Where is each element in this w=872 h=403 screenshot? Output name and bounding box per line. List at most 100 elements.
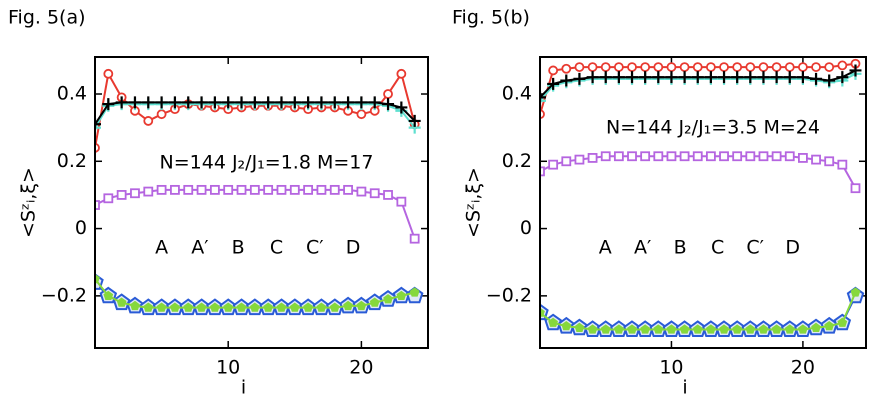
marker: [627, 151, 637, 162]
marker: [303, 184, 314, 195]
marker: [850, 183, 861, 194]
marker: [262, 96, 275, 109]
y-tick-label: −0.2: [41, 284, 87, 306]
marker: [356, 109, 367, 120]
marker: [758, 324, 769, 334]
marker: [678, 71, 691, 84]
marker: [547, 77, 560, 90]
y-tick-label: 0: [75, 217, 87, 239]
marker: [130, 188, 140, 199]
marker: [691, 71, 704, 84]
marker: [102, 98, 115, 111]
x-axis-label: i: [682, 377, 687, 399]
marker: [586, 71, 599, 84]
marker: [130, 300, 140, 311]
marker: [798, 62, 808, 72]
marker: [95, 273, 100, 284]
x-tick-label: 10: [659, 357, 683, 379]
marker: [823, 74, 836, 87]
marker: [653, 324, 664, 334]
marker: [811, 154, 821, 165]
marker: [540, 166, 545, 177]
marker: [666, 62, 677, 72]
marker: [368, 96, 381, 109]
marker: [732, 62, 743, 72]
marker: [342, 96, 355, 109]
marker: [613, 62, 624, 72]
marker: [798, 324, 808, 334]
legend-entry: A: [599, 237, 612, 259]
marker: [235, 96, 248, 109]
marker: [143, 116, 154, 126]
marker: [143, 186, 154, 197]
marker: [143, 302, 154, 312]
marker: [409, 287, 420, 297]
marker: [836, 71, 849, 84]
marker: [692, 62, 703, 72]
y-tick-label: −0.2: [486, 284, 532, 306]
marker: [560, 74, 573, 87]
marker: [540, 94, 546, 107]
marker: [548, 159, 559, 170]
marker: [732, 151, 743, 162]
marker: [784, 324, 795, 334]
y-tick-label: 0.4: [502, 83, 532, 105]
marker: [849, 64, 862, 77]
marker: [837, 159, 848, 170]
marker: [210, 302, 220, 312]
marker: [652, 71, 665, 84]
y-tick-label: 0.2: [57, 150, 87, 172]
marker: [771, 151, 782, 162]
marker: [692, 324, 703, 334]
marker: [640, 62, 651, 72]
marker: [784, 62, 795, 72]
marker: [275, 96, 288, 109]
marker: [640, 324, 650, 334]
plot-frame: [94, 56, 429, 349]
marker: [250, 302, 260, 312]
plot-area: [540, 58, 865, 337]
marker: [770, 71, 783, 84]
marker: [343, 184, 353, 195]
marker: [116, 297, 127, 307]
marker: [343, 300, 353, 311]
marker: [640, 151, 651, 162]
marker: [329, 184, 340, 195]
annotation: N=144 J₂/J₁=3.5 M=24: [606, 117, 820, 139]
marker: [396, 68, 407, 79]
legend-entry: B: [674, 237, 687, 259]
marker: [170, 302, 180, 312]
marker: [95, 200, 100, 210]
legend-entry: C′: [746, 237, 764, 259]
legend-entry: A′: [634, 237, 651, 259]
marker: [587, 324, 598, 334]
marker: [128, 96, 141, 109]
marker: [758, 62, 769, 72]
marker: [369, 188, 380, 199]
marker: [155, 96, 168, 109]
marker: [745, 62, 756, 72]
marker: [396, 196, 407, 207]
marker: [561, 320, 572, 331]
marker: [196, 302, 207, 312]
marker: [409, 233, 420, 244]
marker: [758, 151, 769, 162]
marker: [208, 96, 221, 109]
y-tick-label: 0.2: [502, 150, 532, 172]
marker: [666, 324, 677, 334]
marker: [263, 184, 274, 195]
marker: [626, 71, 639, 84]
marker: [329, 302, 340, 312]
legend-entry: C: [270, 237, 283, 259]
legend-entry: D: [346, 237, 361, 259]
marker: [719, 151, 729, 162]
x-tick-label: 10: [216, 357, 240, 379]
marker: [383, 294, 393, 304]
marker: [561, 63, 572, 74]
marker: [142, 96, 155, 109]
marker: [223, 184, 234, 195]
marker: [396, 290, 407, 300]
marker: [103, 193, 114, 204]
